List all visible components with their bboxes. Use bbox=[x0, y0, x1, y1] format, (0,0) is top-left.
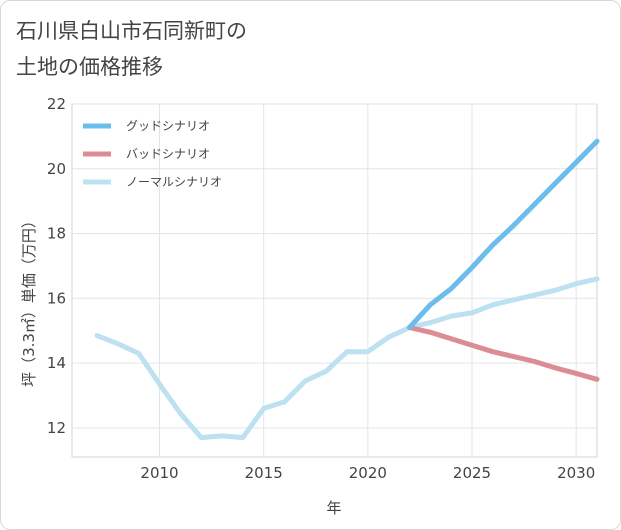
chart-title-line-1: 石川県白山市石同新町の bbox=[16, 19, 247, 43]
y-tick-label: 20 bbox=[47, 160, 66, 178]
x-tick-label: 2025 bbox=[453, 464, 491, 482]
y-tick-label: 18 bbox=[47, 225, 66, 243]
series-line-1 bbox=[407, 325, 600, 382]
x-axis-title: 年 bbox=[326, 499, 341, 517]
chart-title: 石川県白山市石同新町の 土地の価格推移 bbox=[16, 13, 247, 85]
x-tick-labels: 2010 2015 2020 2025 2030 bbox=[140, 464, 595, 482]
y-tick-label: 22 bbox=[47, 95, 66, 113]
series-layer bbox=[94, 138, 600, 441]
y-tick-label: 16 bbox=[47, 289, 66, 307]
series-line-0 bbox=[407, 138, 600, 330]
y-tick-label: 14 bbox=[47, 354, 66, 372]
x-tick-label: 2010 bbox=[140, 464, 178, 482]
series-line-2 bbox=[94, 276, 600, 441]
y-tick-labels: 12 14 16 18 20 22 bbox=[47, 95, 66, 437]
y-tick-label: 12 bbox=[47, 419, 66, 437]
legend-label-2: ノーマルシナリオ bbox=[126, 175, 222, 189]
x-tick-label: 2030 bbox=[557, 464, 595, 482]
chart-title-line-2: 土地の価格推移 bbox=[16, 55, 163, 79]
legend-label-0: グッドシナリオ bbox=[126, 119, 210, 133]
y-axis-title: 坪（3.3㎡）単価（万円） bbox=[20, 213, 38, 387]
x-tick-label: 2020 bbox=[349, 464, 387, 482]
grid bbox=[72, 103, 597, 457]
x-tick-label: 2015 bbox=[245, 464, 283, 482]
legend-label-1: バッドシナリオ bbox=[126, 147, 210, 161]
